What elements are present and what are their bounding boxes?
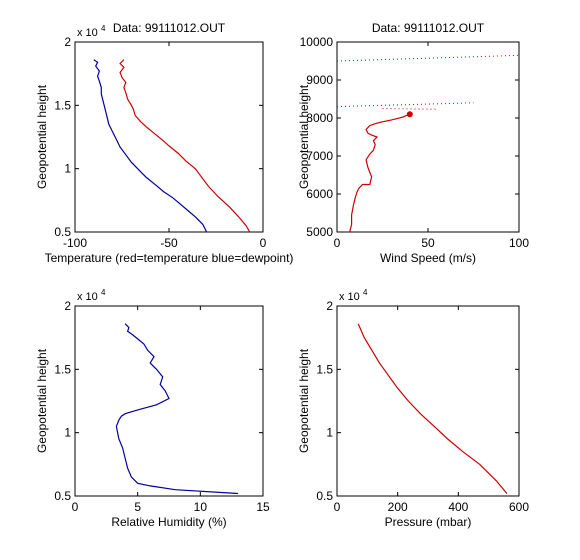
plot-area	[357, 323, 508, 494]
y-tick-label: 2	[64, 35, 71, 49]
y-tick-label: 1	[64, 426, 71, 440]
chart-title: Data: 99111012.OUT	[372, 21, 485, 35]
y-tick-label: 6000	[306, 187, 333, 201]
data-marker	[406, 111, 413, 118]
y-tick-label: 0.5	[316, 489, 333, 503]
y-tick-label: 2	[64, 299, 71, 313]
y-tick-label: 10000	[300, 35, 334, 49]
chart-panel-3: 0 5 10 15 0.5 1 1.5 2 x 10 4 Relative Humidity (%)…	[35, 288, 270, 529]
y-tick-label: 7000	[306, 149, 333, 163]
y-axis-label: Geopotential height	[297, 348, 311, 453]
series-line-1	[357, 323, 508, 494]
chart-panel-2: 0 50 100 5000 6000 7000 8000 9000 10000 Data: 991…	[297, 21, 529, 265]
plot-area	[115, 323, 238, 495]
axis-exponent-label: x 10	[77, 27, 98, 39]
x-axis-label: Wind Speed (m/s)	[380, 251, 476, 265]
x-tick-label: -50	[160, 236, 178, 250]
axis-exponent-power: 4	[101, 288, 106, 297]
x-tick-label: 50	[421, 236, 435, 250]
y-tick-label: 5000	[306, 225, 333, 239]
chart-panel-4: 0 200 400 600 0.5 1 1.5 2 x 10 4 Pressure (mbar) Ge…	[297, 288, 529, 529]
axes-box	[74, 305, 264, 497]
dotted-series-2	[337, 102, 474, 108]
x-axis-label: Relative Humidity (%)	[111, 515, 226, 529]
dotted-series-3	[382, 108, 438, 110]
dotted-series-1	[337, 54, 519, 62]
axis-exponent-label: x 10	[339, 291, 360, 303]
y-tick-label: 2	[326, 299, 333, 313]
y-axis-label: Geopotential height	[35, 348, 49, 453]
series-line-1	[115, 323, 238, 495]
axes-box	[336, 41, 520, 233]
series-line-2	[93, 59, 208, 232]
y-tick-label: 0.5	[54, 489, 71, 503]
x-axis-label: Temperature (red=temperature blue=dewpoi…	[45, 251, 294, 265]
y-tick-label: 1.5	[316, 362, 333, 376]
y-tick-label: 1.5	[54, 98, 71, 112]
series-line-1	[349, 113, 411, 232]
x-tick-label: 600	[509, 500, 529, 514]
x-tick-label: 100	[509, 236, 529, 250]
chart-panel-1: -100 -50 0 0.5 1 1.5 2 Data: 99111012.OUT x 10 4 T…	[35, 21, 293, 265]
x-tick-label: -100	[63, 236, 87, 250]
x-tick-label: 200	[388, 500, 408, 514]
y-tick-label: 8000	[306, 111, 333, 125]
y-tick-label: 1	[64, 162, 71, 176]
x-axis-label: Pressure (mbar)	[385, 515, 472, 529]
axes-box	[336, 305, 520, 497]
plot-area	[337, 54, 519, 232]
y-axis-label: Geopotential height	[35, 84, 49, 189]
y-tick-label: 9000	[306, 73, 333, 87]
y-tick-label: 1	[326, 426, 333, 440]
axis-exponent-power: 4	[363, 288, 368, 297]
axis-exponent-power: 4	[101, 24, 106, 33]
x-tick-label: 0	[260, 236, 267, 250]
x-tick-label: 10	[194, 500, 208, 514]
x-tick-label: 0	[334, 236, 341, 250]
x-tick-label: 5	[134, 500, 141, 514]
y-tick-label: 0.5	[54, 225, 71, 239]
x-tick-label: 0	[334, 500, 341, 514]
series-line-1	[119, 59, 251, 232]
plot-area	[93, 59, 251, 232]
x-tick-label: 15	[256, 500, 270, 514]
axis-exponent-label: x 10	[77, 291, 98, 303]
x-tick-label: 400	[448, 500, 468, 514]
x-tick-label: 0	[72, 500, 79, 514]
y-axis-label: Geopotential height	[297, 84, 311, 189]
axes-box	[74, 41, 264, 233]
chart-title: Data: 99111012.OUT	[113, 21, 226, 35]
y-tick-label: 1.5	[54, 362, 71, 376]
